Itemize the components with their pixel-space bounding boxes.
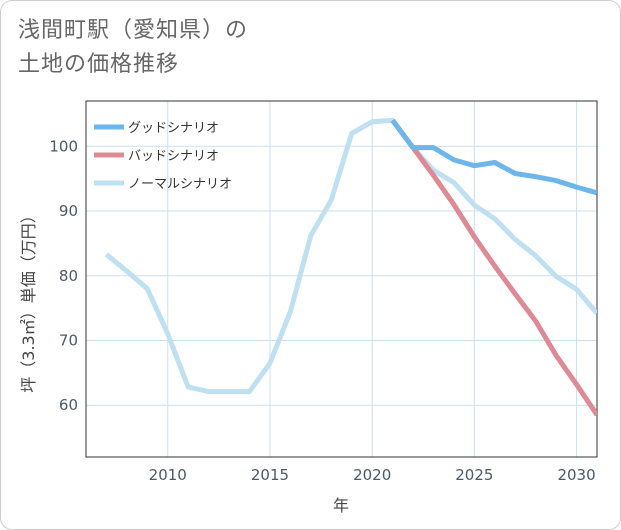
y-tick-label: 60 — [59, 396, 78, 414]
y-axis-label: 坪（3.3㎡）単価（万円） — [19, 207, 38, 392]
x-axis-label: 年 — [333, 496, 349, 515]
tick-labels: 2010 2015 2020 2025 2030 60 70 80 90 100 — [49, 137, 595, 484]
x-tick-label: 2010 — [149, 466, 187, 484]
x-tick-label: 2015 — [251, 466, 289, 484]
y-tick-label: 100 — [49, 137, 78, 155]
legend-label: バッドシナリオ — [128, 149, 219, 164]
y-tick-label: 80 — [59, 267, 78, 285]
series-line-good — [390, 118, 597, 196]
legend-label: グッドシナリオ — [128, 121, 219, 136]
axes — [85, 100, 598, 458]
x-tick-label: 2025 — [455, 466, 493, 484]
x-tick-label: 2020 — [353, 466, 391, 484]
series-line-normal — [104, 117, 597, 395]
x-tick-label: 2030 — [557, 466, 595, 484]
chart-title-line2: 土地の価格推移 — [18, 52, 180, 77]
chart-title: 浅間町駅（愛知県）の 土地の価格推移 — [18, 14, 248, 82]
chart-title-line1: 浅間町駅（愛知県）の — [18, 18, 249, 43]
legend-label: ノーマルシナリオ — [128, 177, 232, 192]
y-tick-label: 70 — [59, 331, 78, 349]
plot-border — [85, 100, 598, 458]
y-tick-label: 90 — [59, 202, 78, 220]
series-line-bad — [390, 118, 597, 417]
series-group — [104, 117, 597, 417]
